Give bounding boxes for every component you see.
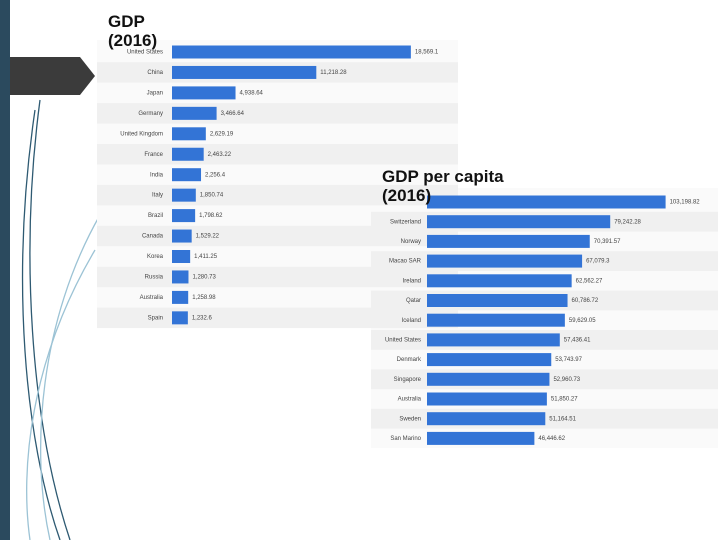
category-label: Spain (148, 315, 163, 321)
bar (427, 412, 546, 426)
category-label: Canada (142, 234, 164, 240)
category-label: Macao SAR (389, 259, 422, 265)
value-label: 1,280.73 (192, 275, 216, 281)
category-label: Singapore (394, 377, 422, 383)
bar (427, 333, 560, 347)
bar (427, 294, 568, 307)
category-label: Sweden (399, 416, 421, 422)
bar (427, 215, 611, 229)
bar (172, 250, 191, 263)
value-label: 3,466.64 (221, 111, 245, 117)
decor-curves (21, 99, 101, 540)
value-label: 2,629.19 (210, 131, 234, 137)
bar (427, 353, 552, 367)
value-label: 57,436.41 (564, 337, 591, 343)
value-label: 2,256.4 (205, 172, 226, 178)
value-label: 1,850.74 (200, 193, 224, 199)
category-label: San Marino (390, 436, 421, 442)
bar (172, 270, 189, 284)
category-label: Australia (140, 295, 164, 301)
value-label: 70,391.57 (594, 239, 621, 245)
category-label: Iceland (402, 318, 421, 324)
value-label: 60,786.72 (572, 298, 599, 304)
chart-title: GDP per capita (2016) (382, 167, 504, 205)
value-label: 11,218.28 (320, 70, 347, 76)
bar (172, 290, 189, 304)
bar (172, 65, 317, 79)
category-label: Japan (147, 90, 163, 96)
category-label: United States (385, 337, 421, 343)
bar (172, 209, 196, 223)
category-label: China (147, 70, 163, 76)
category-label: Russia (145, 275, 164, 281)
category-label: Qatar (406, 298, 421, 304)
category-label: Brazil (148, 213, 163, 219)
value-label: 53,743.97 (555, 357, 582, 363)
value-label: 1,411.25 (194, 254, 218, 260)
bar (172, 311, 188, 325)
category-label: Switzerland (390, 219, 421, 225)
value-label: 79,242.28 (614, 219, 641, 225)
value-label: 1,798.62 (199, 213, 223, 219)
value-label: 67,079.3 (586, 259, 610, 265)
bar (172, 86, 236, 100)
value-label: 62,562.27 (576, 278, 603, 284)
value-label: 51,164.51 (549, 416, 576, 422)
bar (172, 168, 202, 182)
bar (427, 392, 547, 406)
category-label: Korea (147, 254, 164, 260)
value-label: 1,232.6 (192, 315, 213, 321)
bar (172, 147, 204, 161)
category-label: United States (127, 50, 163, 56)
value-label: 59,629.05 (569, 318, 596, 324)
bar (172, 127, 206, 141)
value-label: 1,529.22 (196, 234, 220, 240)
value-label: 51,850.27 (551, 397, 578, 403)
category-label: Italy (152, 193, 163, 199)
bar (427, 431, 535, 445)
value-label: 52,960.73 (553, 377, 580, 383)
bar (427, 372, 550, 386)
bar (427, 195, 666, 209)
bar (427, 254, 583, 268)
value-label: 1,258.98 (192, 295, 216, 301)
bar (172, 45, 411, 59)
value-label: 103,198.82 (670, 200, 701, 206)
bar (172, 106, 217, 120)
value-label: 46,446.62 (538, 436, 565, 442)
value-label: 2,463.22 (208, 152, 232, 158)
category-label: Ireland (403, 278, 421, 284)
bar (172, 188, 196, 202)
value-label: 18,569.1 (415, 50, 439, 56)
category-label: Denmark (397, 357, 422, 363)
category-label: Germany (138, 111, 163, 117)
category-label: India (150, 172, 164, 178)
category-label: France (144, 152, 163, 158)
arrow-tab (10, 57, 95, 95)
side-strip (0, 0, 10, 540)
category-label: Australia (398, 397, 422, 403)
category-label: Norway (401, 239, 421, 245)
bar (427, 234, 590, 248)
category-label: United Kingdom (120, 131, 163, 137)
value-label: 4,938.64 (240, 90, 264, 96)
chart-title: GDP (2016) (108, 12, 158, 50)
bar (427, 313, 565, 327)
bar (427, 274, 572, 288)
bar (172, 229, 192, 243)
